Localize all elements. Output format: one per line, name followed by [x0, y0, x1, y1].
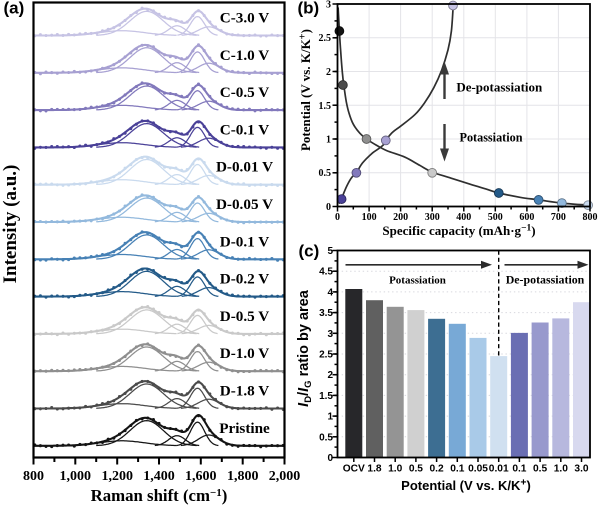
svg-text:1.0: 1.0: [554, 464, 568, 475]
svg-text:400: 400: [456, 212, 471, 223]
svg-text:0: 0: [335, 212, 340, 223]
svg-text:1,600: 1,600: [185, 469, 217, 484]
svg-text:ID/IG ratio by area: ID/IG ratio by area: [296, 289, 314, 407]
svg-text:D-0.05 V: D-0.05 V: [216, 196, 273, 213]
svg-text:Pristine: Pristine: [219, 420, 270, 437]
svg-text:800: 800: [23, 469, 44, 484]
svg-text:C-0.5 V: C-0.5 V: [220, 84, 270, 101]
svg-text:C-3.0 V: C-3.0 V: [220, 10, 270, 27]
svg-text:D-1.0 V: D-1.0 V: [220, 345, 270, 362]
svg-text:500: 500: [488, 212, 503, 223]
svg-text:0: 0: [326, 202, 331, 213]
svg-text:0.01: 0.01: [489, 464, 509, 475]
svg-text:D-0.5 V: D-0.5 V: [220, 308, 270, 325]
svg-text:0.5: 0.5: [533, 464, 547, 475]
svg-text:(a): (a): [4, 0, 25, 18]
svg-text:Potential (V vs. K/K+): Potential (V vs. K/K+): [298, 29, 314, 151]
svg-text:0.1: 0.1: [450, 464, 464, 475]
svg-text:800: 800: [583, 212, 598, 223]
svg-text:Intensity (a.u.): Intensity (a.u.): [0, 165, 21, 284]
svg-text:D-0.2 V: D-0.2 V: [220, 271, 270, 288]
svg-text:Potassiation: Potassiation: [460, 131, 523, 145]
svg-text:4: 4: [327, 287, 333, 298]
svg-text:1: 1: [326, 135, 331, 146]
svg-text:D-1.8 V: D-1.8 V: [220, 383, 270, 400]
svg-text:D-0.1 V: D-0.1 V: [220, 233, 270, 250]
svg-text:5: 5: [327, 246, 333, 257]
svg-text:1,200: 1,200: [101, 469, 133, 484]
svg-text:(b): (b): [298, 0, 320, 18]
svg-text:3: 3: [326, 0, 331, 11]
svg-text:2.5: 2.5: [319, 350, 333, 361]
svg-text:Raman shift (cm−1): Raman shift (cm−1): [91, 486, 228, 505]
svg-text:De-potassiation: De-potassiation: [506, 273, 585, 287]
svg-text:200: 200: [393, 212, 408, 223]
svg-text:1.5: 1.5: [319, 391, 333, 402]
svg-text:2.5: 2.5: [319, 33, 332, 44]
svg-text:0.5: 0.5: [409, 464, 423, 475]
svg-text:(c): (c): [299, 242, 320, 261]
svg-text:4.5: 4.5: [319, 267, 333, 278]
svg-text:C-0.1 V: C-0.1 V: [220, 121, 270, 138]
svg-text:OCV: OCV: [343, 464, 365, 475]
svg-text:1.0: 1.0: [388, 464, 402, 475]
svg-text:2,000: 2,000: [269, 469, 301, 484]
svg-text:100: 100: [362, 212, 377, 223]
svg-text:D-0.01 V: D-0.01 V: [216, 159, 273, 176]
svg-text:Potential (V vs. K/K+): Potential (V vs. K/K+): [401, 477, 531, 494]
svg-text:2: 2: [327, 370, 333, 381]
svg-text:1,000: 1,000: [60, 469, 92, 484]
svg-text:1: 1: [327, 412, 333, 423]
svg-text:2: 2: [326, 67, 331, 78]
svg-text:3.0: 3.0: [574, 464, 588, 475]
svg-text:0.5: 0.5: [319, 432, 333, 443]
svg-text:C-1.0 V: C-1.0 V: [220, 47, 270, 64]
svg-text:Specific capacity (mAh·g−1): Specific capacity (mAh·g−1): [382, 223, 535, 238]
svg-text:300: 300: [425, 212, 440, 223]
svg-text:600: 600: [519, 212, 534, 223]
svg-text:1.8: 1.8: [367, 464, 381, 475]
svg-text:0.1: 0.1: [512, 464, 526, 475]
svg-text:3: 3: [327, 329, 333, 340]
svg-text:1.5: 1.5: [319, 101, 332, 112]
svg-text:Potassiation: Potassiation: [389, 275, 446, 287]
svg-text:1,800: 1,800: [227, 469, 259, 484]
svg-text:3.5: 3.5: [319, 308, 333, 319]
svg-text:0.05: 0.05: [468, 464, 488, 475]
svg-text:De-potassiation: De-potassiation: [456, 80, 543, 95]
svg-text:1,400: 1,400: [143, 469, 175, 484]
svg-text:700: 700: [551, 212, 566, 223]
svg-text:0.5: 0.5: [319, 168, 332, 179]
svg-text:0.2: 0.2: [430, 464, 444, 475]
svg-text:0: 0: [327, 453, 333, 464]
